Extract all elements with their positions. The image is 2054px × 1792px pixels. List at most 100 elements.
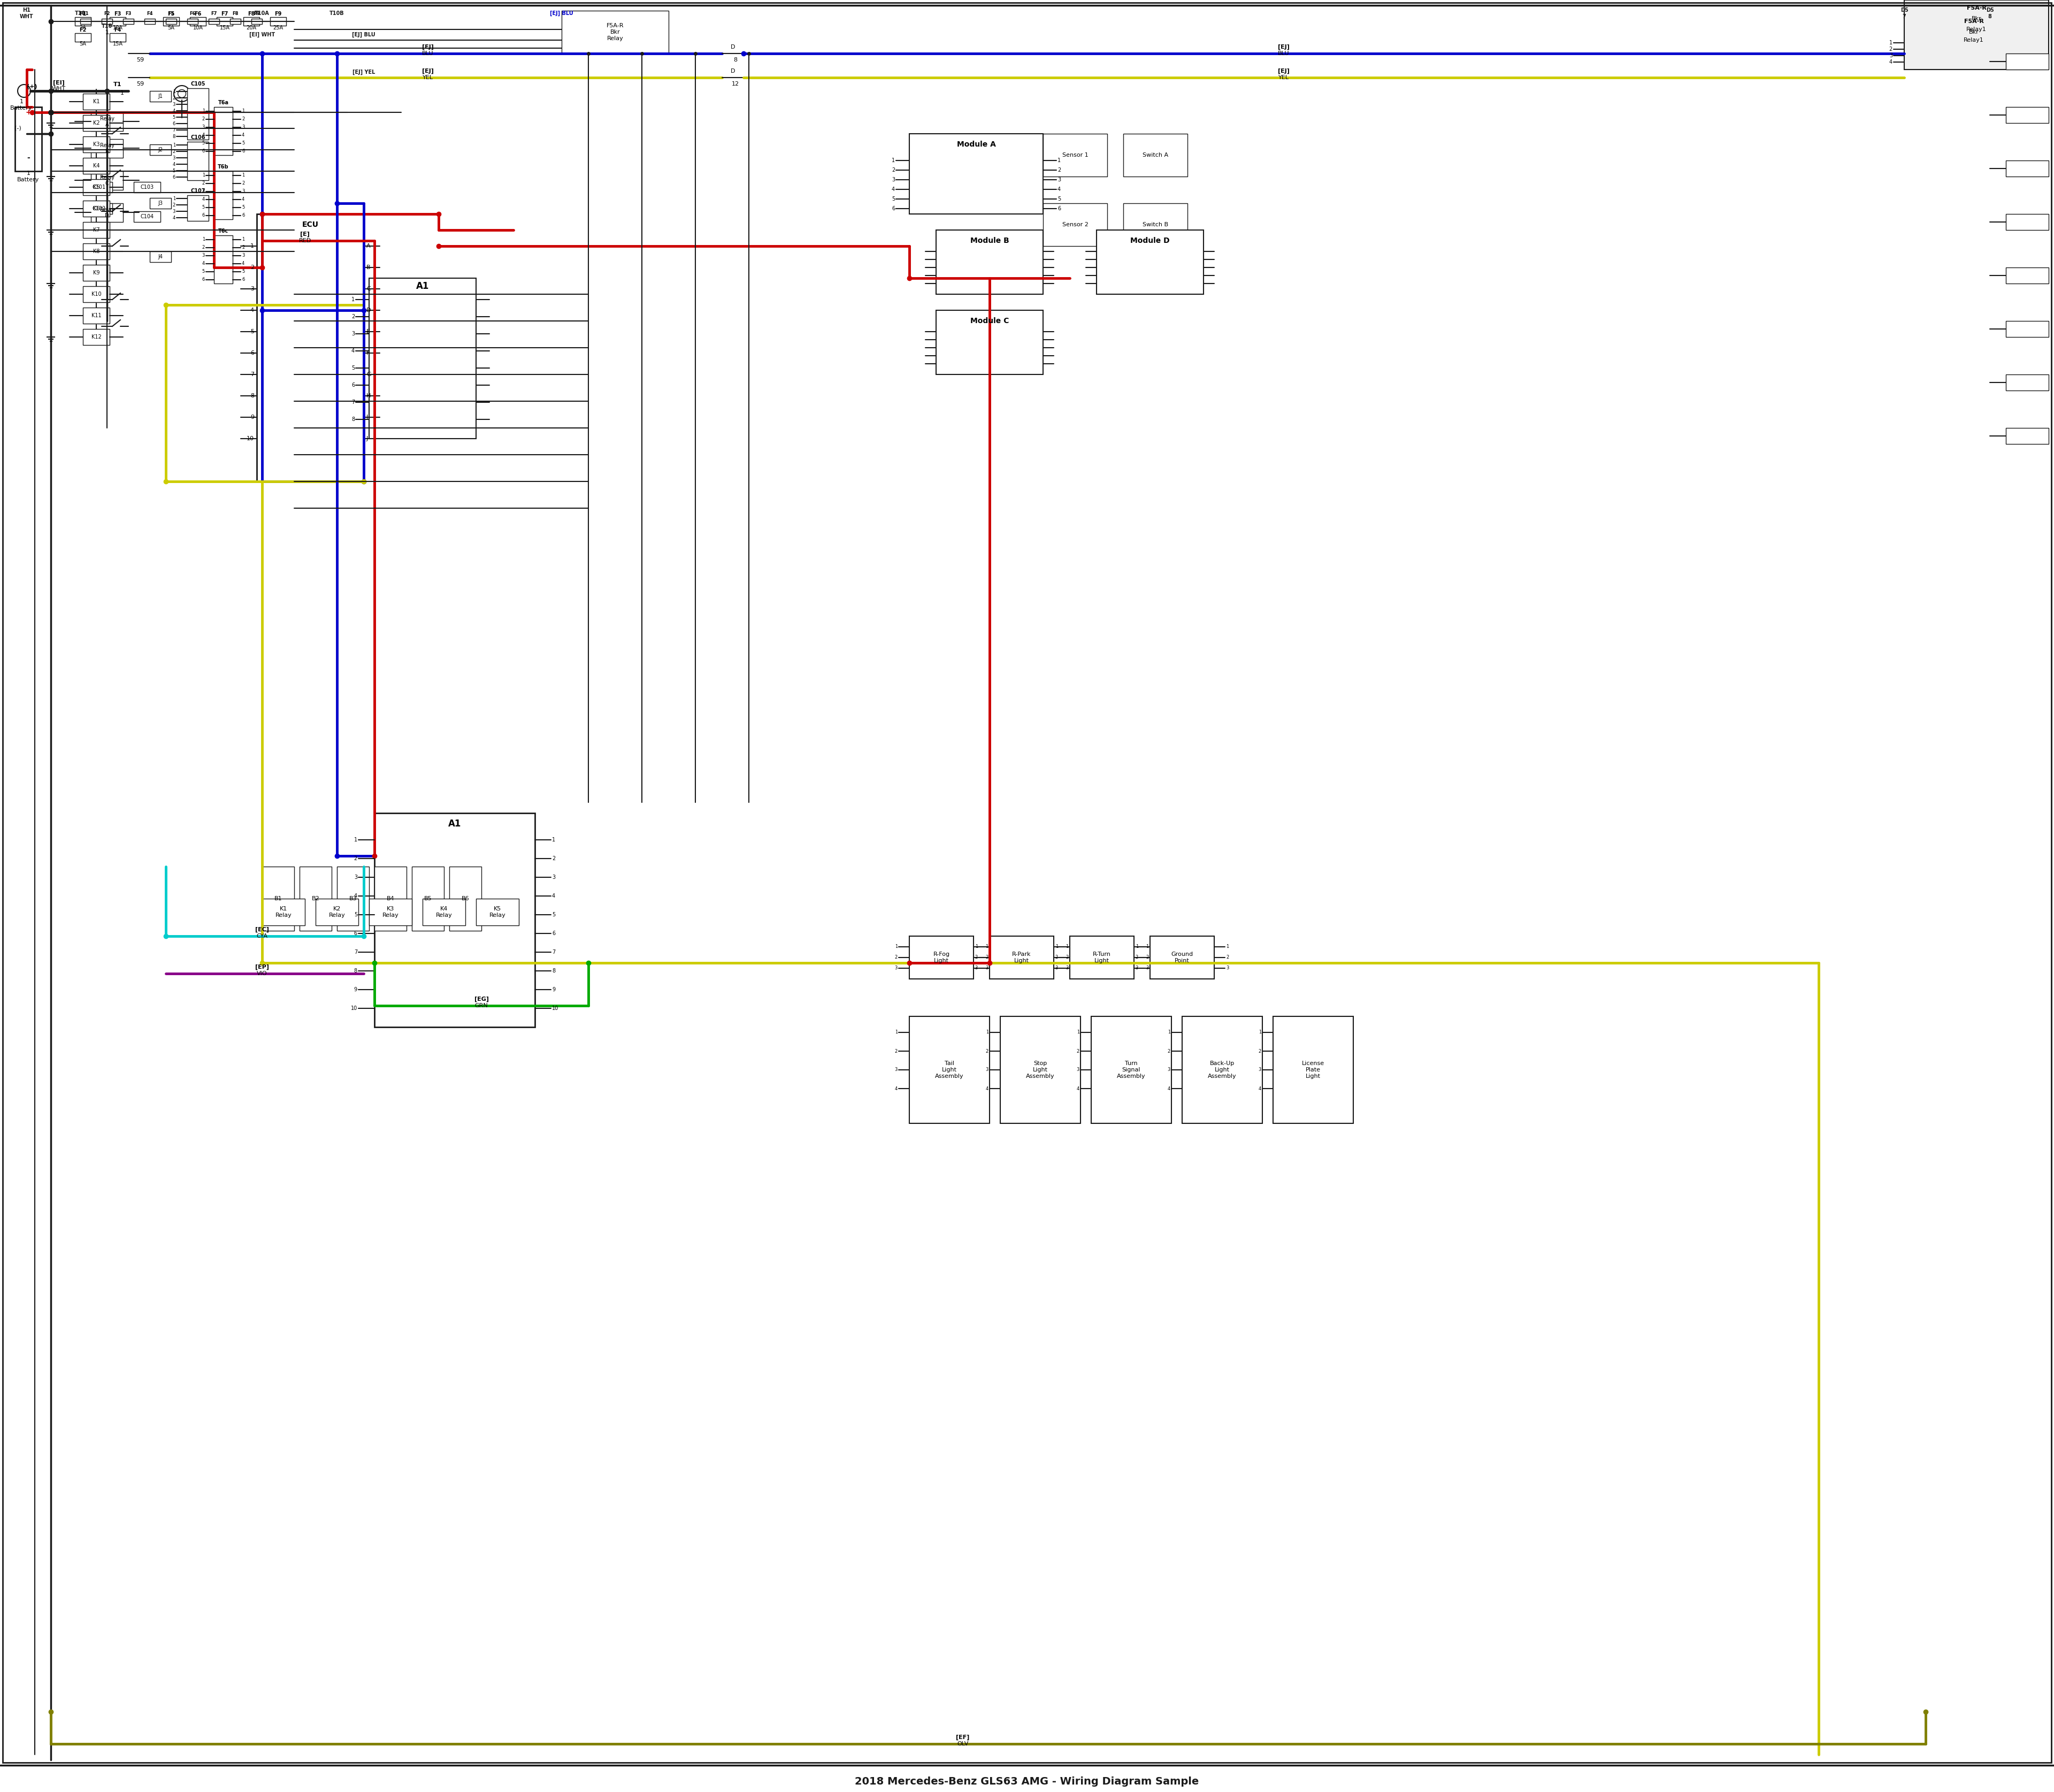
Text: K7: K7 — [92, 228, 101, 233]
Text: B1: B1 — [275, 896, 281, 901]
Text: 3: 3 — [173, 210, 175, 213]
Text: F6: F6 — [195, 11, 201, 16]
Text: B2: B2 — [312, 896, 320, 901]
Text: 10: 10 — [351, 1005, 357, 1011]
Text: 3: 3 — [353, 874, 357, 880]
Text: [EJ]: [EJ] — [421, 68, 433, 73]
Text: 59: 59 — [136, 81, 144, 86]
Text: 4: 4 — [896, 1086, 898, 1091]
Text: 2: 2 — [976, 955, 978, 961]
Text: 3: 3 — [242, 253, 244, 258]
Bar — [150, 251, 170, 262]
Text: 3: 3 — [242, 188, 244, 194]
Text: VIO: VIO — [257, 971, 267, 977]
Bar — [242, 18, 259, 25]
Bar — [2007, 108, 2048, 124]
Text: 7: 7 — [251, 371, 255, 376]
Text: 1: 1 — [201, 109, 205, 113]
Text: 1: 1 — [1076, 1030, 1080, 1034]
Text: 2: 2 — [1259, 1048, 1261, 1054]
Text: 3: 3 — [1259, 1068, 1261, 1072]
Bar — [162, 18, 179, 25]
Text: C: C — [366, 287, 370, 292]
Text: 1
Battery: 1 Battery — [16, 170, 39, 183]
Bar — [214, 235, 232, 283]
Text: 2: 2 — [986, 955, 988, 961]
Text: A1: A1 — [417, 281, 429, 290]
Bar — [937, 310, 1043, 375]
Bar — [374, 814, 534, 1027]
Text: F6: F6 — [189, 11, 195, 16]
Text: 10A: 10A — [193, 25, 203, 30]
Text: 2: 2 — [173, 202, 175, 208]
Text: D5
7: D5 7 — [1900, 7, 1908, 20]
Bar — [86, 202, 113, 213]
Text: 1: 1 — [201, 237, 205, 242]
Text: T10
1: T10 1 — [101, 23, 113, 36]
Text: 6: 6 — [553, 930, 555, 935]
Text: Stop
Light
Assembly: Stop Light Assembly — [1027, 1061, 1054, 1079]
Text: 4: 4 — [201, 197, 205, 202]
Text: CYA: CYA — [257, 934, 267, 939]
Text: 5: 5 — [173, 115, 175, 120]
Text: 4: 4 — [173, 161, 175, 167]
Text: K1: K1 — [92, 99, 101, 104]
Text: C106: C106 — [191, 134, 205, 140]
Text: D: D — [731, 68, 735, 73]
Bar — [150, 91, 170, 102]
Bar — [2007, 428, 2048, 444]
Text: 6: 6 — [173, 122, 175, 125]
Text: 7: 7 — [173, 127, 175, 133]
Text: K8: K8 — [92, 249, 101, 254]
Text: 1: 1 — [242, 109, 244, 113]
Text: 1: 1 — [1259, 1030, 1261, 1034]
Text: T10A: T10A — [255, 11, 269, 16]
Text: 25A: 25A — [273, 25, 283, 30]
Text: R-Park
Light: R-Park Light — [1013, 952, 1031, 964]
Bar — [1914, 5, 2033, 59]
Text: 5: 5 — [1058, 197, 1060, 202]
Text: 5: 5 — [353, 912, 357, 918]
Bar — [82, 179, 109, 195]
Text: [EP]: [EP] — [255, 964, 269, 969]
Text: 2: 2 — [891, 167, 896, 172]
Text: F4: F4 — [115, 27, 121, 32]
Text: 2: 2 — [173, 95, 175, 100]
Bar — [90, 172, 123, 190]
Bar — [14, 108, 41, 172]
Bar — [134, 181, 160, 192]
Bar — [2007, 267, 2048, 283]
Text: 1: 1 — [173, 90, 175, 93]
Text: 6: 6 — [201, 149, 205, 154]
Bar — [166, 18, 177, 23]
Text: F5A-R: F5A-R — [1964, 18, 1984, 23]
Text: Back-Up
Light
Assembly: Back-Up Light Assembly — [1208, 1061, 1237, 1079]
Text: F5A-R
Bkr
Relay: F5A-R Bkr Relay — [606, 23, 624, 41]
Bar — [109, 34, 125, 41]
Text: 3: 3 — [986, 966, 988, 971]
Bar — [74, 18, 90, 25]
Text: K10: K10 — [90, 292, 101, 297]
Text: R-Fog
Light: R-Fog Light — [933, 952, 949, 964]
Text: F8: F8 — [249, 11, 255, 16]
Text: T6a: T6a — [218, 100, 228, 106]
Text: Sensor 1: Sensor 1 — [1062, 152, 1089, 158]
Bar — [82, 222, 109, 238]
Text: F4: F4 — [146, 11, 152, 16]
Text: Bkr: Bkr — [1968, 29, 1978, 34]
Text: 5: 5 — [173, 168, 175, 174]
Text: 9: 9 — [353, 987, 357, 993]
Text: 1: 1 — [173, 195, 175, 201]
Text: F5A-R: F5A-R — [1966, 5, 1986, 11]
Bar — [1273, 1016, 1354, 1124]
Text: [EI]: [EI] — [53, 81, 64, 86]
Text: F1: F1 — [82, 11, 88, 16]
Text: 3: 3 — [251, 287, 255, 292]
Circle shape — [175, 86, 189, 102]
Text: 4: 4 — [1167, 1086, 1171, 1091]
Text: YEL: YEL — [423, 75, 433, 81]
Text: J4: J4 — [158, 254, 162, 260]
Text: C104: C104 — [140, 213, 154, 219]
Text: 2: 2 — [1056, 955, 1058, 961]
Text: 3: 3 — [1076, 1068, 1080, 1072]
